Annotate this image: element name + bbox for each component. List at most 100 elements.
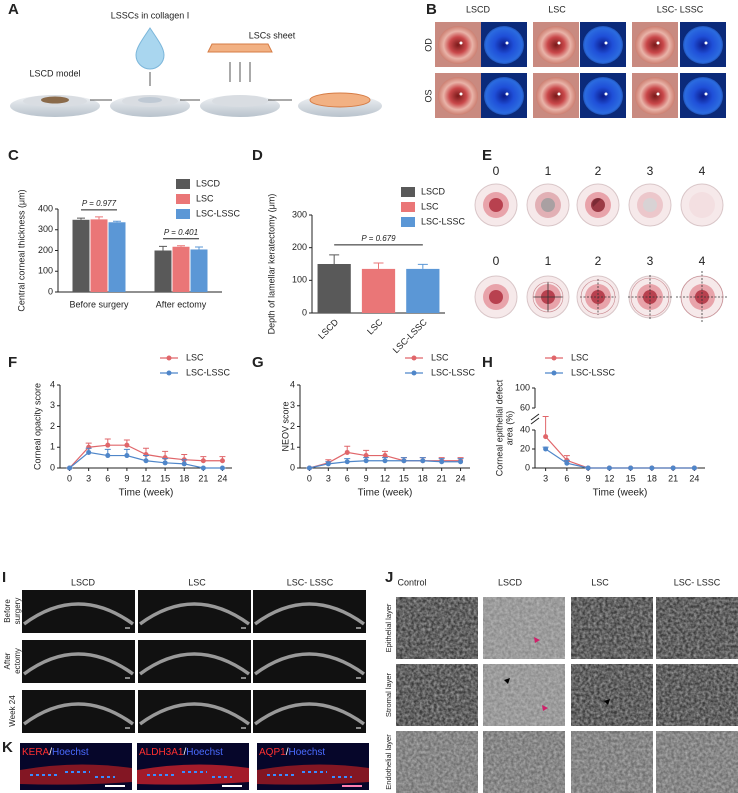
x-tick-label: LSCD [316, 317, 340, 341]
column-header: LSC- LSSC [657, 4, 704, 14]
schematic [10, 27, 382, 117]
row-label: ectomy [13, 648, 22, 674]
photo-glint [459, 92, 463, 96]
panel-letter: H [482, 354, 493, 371]
y-axis-label: area (%) [504, 411, 514, 446]
point [105, 453, 111, 459]
x-tick-label: 24 [689, 473, 699, 483]
legend-label: LSCD [196, 178, 221, 188]
oct-image [253, 690, 366, 733]
neov-zone [580, 279, 616, 315]
photo-eye [536, 77, 576, 115]
photo-eye [438, 77, 478, 115]
column-header: LSCD [498, 577, 523, 587]
point [420, 458, 426, 464]
photo-eye [438, 26, 478, 64]
row-label: Epithelial layer [384, 603, 393, 652]
panel-letter: I [2, 569, 6, 586]
confocal-texture [396, 597, 478, 659]
y-tick-label: 100 [38, 266, 53, 276]
neov-zone [630, 277, 670, 317]
oct-image [138, 590, 251, 633]
point [439, 459, 445, 465]
point [382, 458, 388, 464]
panel-letter: J [385, 569, 393, 586]
point [670, 465, 676, 471]
bar [317, 264, 351, 313]
oct-cornea [138, 702, 251, 726]
x-tick-label: 18 [418, 473, 428, 483]
y-tick-label: 40 [520, 424, 530, 434]
stain-label-part: KERA [22, 747, 50, 758]
point [344, 449, 350, 455]
score-label: 2 [595, 164, 602, 178]
photo-eye [484, 77, 524, 115]
y-tick-label: 200 [38, 245, 53, 255]
row-label: Endothelial layer [384, 734, 393, 790]
score-label: 4 [699, 164, 706, 178]
x-tick-label: 6 [564, 473, 569, 483]
confocal-texture [483, 731, 565, 793]
point [363, 458, 369, 464]
y-axis-label: Corneal opacity score [32, 383, 42, 470]
legend-label: LSC-LSSC [186, 367, 231, 377]
y-tick-label: 2 [290, 421, 295, 431]
photo-eye [583, 26, 623, 64]
oct-image [22, 590, 135, 633]
oct-cornea [253, 602, 366, 626]
error-bar [329, 254, 340, 264]
column-header: LSCD [466, 4, 491, 14]
legend-label: LSC-LSSC [571, 367, 616, 377]
score-label: 1 [545, 164, 552, 178]
bar [361, 268, 396, 313]
confocal-texture [571, 664, 653, 726]
opacity-patch [592, 198, 601, 207]
if-tissue [20, 764, 132, 785]
point [219, 458, 225, 464]
y-tick-label: 400 [38, 203, 53, 213]
error-bar [542, 416, 549, 437]
legend-marker [166, 370, 172, 376]
x-tick-label: 15 [626, 473, 636, 483]
x-tick-label: LSC [365, 317, 385, 337]
x-tick-label: 21 [198, 473, 208, 483]
schematic-label: LSCD model [29, 68, 80, 78]
if-tissue [257, 764, 369, 785]
photo-glint [505, 41, 509, 45]
photo-glint [557, 41, 561, 45]
p-value: P = 0.977 [82, 199, 117, 208]
if-nuclei [267, 771, 352, 778]
series-line [545, 448, 695, 469]
stain-label: KERA/Hoechst [22, 747, 89, 758]
confocal-texture [396, 731, 478, 793]
legend-swatch [176, 209, 190, 219]
photo-glint [704, 41, 708, 45]
arrowhead [604, 699, 610, 705]
x-tick-label: Before surgery [69, 299, 129, 309]
x-tick-label: 6 [345, 473, 350, 483]
stain-label-part: / [286, 747, 289, 758]
row-label: OD [423, 38, 433, 52]
x-tick-label: 21 [437, 473, 447, 483]
point [219, 465, 225, 471]
row-label: surgery [13, 598, 22, 625]
eye-model [200, 43, 280, 117]
x-tick-label: 18 [179, 473, 189, 483]
y-tick-label: 3 [290, 400, 295, 410]
row-label: OS [423, 89, 433, 102]
eye-model [298, 92, 382, 117]
y-axis-label: NEOV score [280, 401, 290, 451]
legend-marker [411, 355, 417, 361]
x-axis-label: Time (week) [358, 488, 413, 499]
photo-glint [704, 92, 708, 96]
oct-image [138, 640, 251, 683]
point [181, 461, 187, 467]
schematic-label: LSSCs in collagen I [111, 10, 190, 20]
x-tick-label: 6 [105, 473, 110, 483]
error-bar [177, 245, 185, 247]
x-tick-label: 3 [543, 473, 548, 483]
x-tick-label: LSC-LSSC [391, 317, 430, 356]
y-tick-label: 0 [50, 462, 55, 472]
stain-label-part: / [183, 747, 186, 758]
x-tick-label: 12 [380, 473, 390, 483]
